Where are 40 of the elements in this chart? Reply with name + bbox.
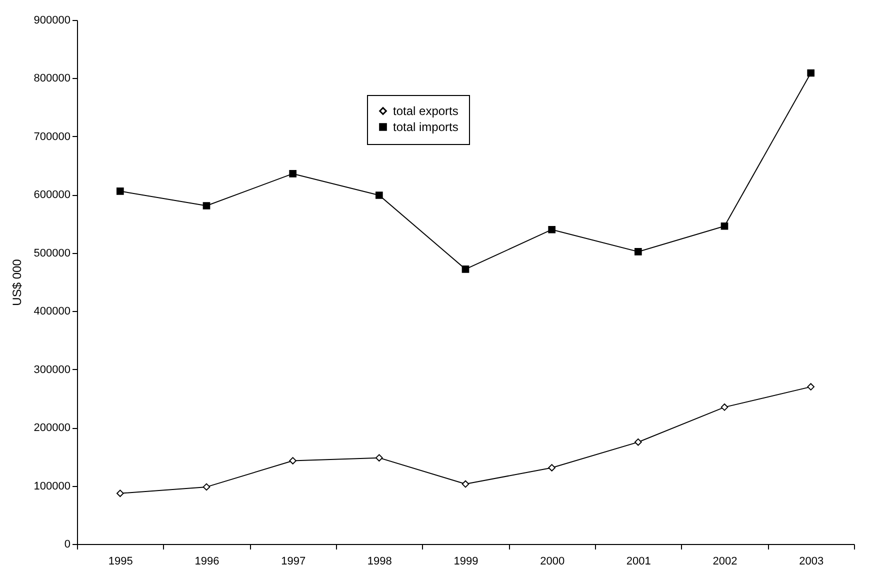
point [116, 188, 124, 195]
x-tick-label: 1997 [281, 556, 306, 568]
point [376, 192, 383, 199]
x-tick-label: 1995 [108, 556, 133, 568]
y-tick-label: 700000 [34, 130, 70, 143]
x-tick-label: 2000 [540, 556, 565, 568]
x-tick-label: 1996 [194, 556, 220, 568]
y-axis-title: US$ 000 [10, 258, 24, 306]
y-tick-label: 300000 [34, 364, 70, 376]
y-tick-label: 0 [64, 538, 70, 550]
x-tick-label: 1999 [454, 556, 478, 568]
point [807, 383, 814, 390]
point [289, 457, 296, 464]
y-tick-label: 900000 [34, 14, 70, 26]
point [462, 480, 470, 488]
legend-label: total exports [393, 104, 458, 118]
point [289, 170, 296, 178]
x-tick-label: 2001 [626, 556, 651, 568]
point [548, 464, 556, 472]
point [720, 404, 728, 411]
x-tick-label: 2003 [799, 556, 824, 568]
x-tick-label: 1998 [367, 556, 392, 568]
y-tick-label: 200000 [34, 422, 70, 434]
point [462, 266, 470, 273]
y-tick-label: 600000 [34, 189, 70, 202]
point [807, 69, 814, 77]
point [116, 490, 124, 498]
point [202, 202, 210, 210]
y-tick-label: 100000 [34, 480, 70, 492]
point [634, 248, 642, 256]
point [376, 454, 383, 462]
y-tick-label: 400000 [34, 306, 70, 318]
point [548, 226, 556, 234]
legend-label: total imports [393, 120, 458, 134]
y-tick-label: 500000 [34, 247, 70, 260]
x-tick-label: 2002 [712, 556, 738, 568]
y-tick-label: 800000 [34, 72, 70, 85]
point [720, 222, 728, 230]
point [202, 483, 210, 491]
point [634, 438, 642, 446]
